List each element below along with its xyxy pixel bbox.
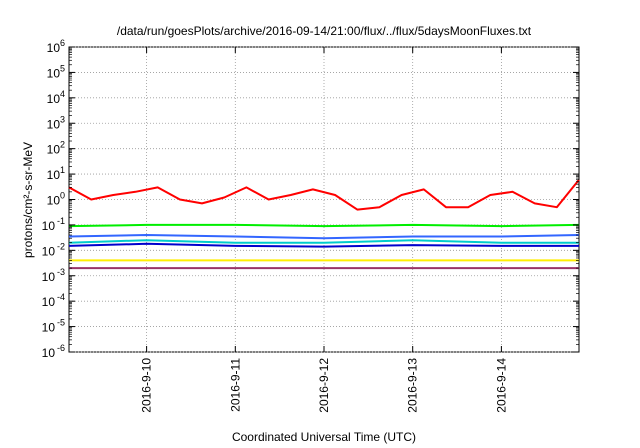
y-tick-exponent: -2: [57, 241, 65, 251]
y-tick-label: 10: [42, 270, 56, 284]
y-tick-label: 10: [47, 143, 61, 157]
y-tick-exponent: 2: [60, 140, 65, 150]
x-tick-label: 2016-9-11: [228, 358, 242, 412]
series-line-2: [68, 223, 580, 228]
series-line-3: [68, 239, 579, 244]
series-line-5: [68, 242, 579, 248]
y-tick-label: 10: [47, 117, 61, 131]
x-tick-label: 2016-9-13: [406, 358, 420, 413]
series-line-4: [68, 234, 580, 240]
y-tick-exponent: 5: [60, 63, 65, 73]
x-tick-label: 2016-9-10: [140, 358, 154, 413]
y-tick-exponent: -6: [57, 343, 65, 353]
series-line-1: [68, 179, 580, 211]
y-tick-label: 10: [47, 92, 61, 106]
y-tick-exponent: 0: [60, 191, 65, 201]
y-tick-exponent: -3: [57, 267, 65, 277]
y-tick-exponent: 3: [60, 114, 65, 124]
y-tick-label: 10: [47, 41, 61, 55]
y-tick-label: 10: [47, 194, 61, 208]
x-axis-ticks: 2016-9-10 2016-9-11 2016-9-12 2016-9-13 2016…: [140, 47, 508, 413]
y-tick-label: 10: [47, 168, 61, 182]
series-layer: [68, 179, 580, 270]
y-tick-exponent: 1: [60, 165, 65, 175]
y-tick-exponent: -5: [57, 318, 65, 328]
y-axis-label: protons/cm²-s-sr-MeV: [21, 142, 35, 258]
y-tick-exponent: -1: [57, 216, 65, 226]
y-tick-label: 10: [47, 66, 61, 80]
grid: [69, 46, 579, 353]
y-tick-label: 10: [42, 295, 56, 309]
y-tick-label: 10: [42, 321, 56, 335]
y-tick-label: 10: [42, 244, 56, 258]
y-tick-exponent: -4: [57, 292, 65, 302]
y-tick-label: 10: [42, 346, 56, 360]
chart-title: /data/run/goesPlots/archive/2016-09-14/2…: [117, 24, 532, 38]
y-tick-exponent: 4: [60, 89, 65, 99]
y-tick-label: 10: [42, 219, 56, 233]
x-tick-label: 2016-9-14: [494, 358, 508, 413]
y-tick-exponent: 6: [60, 38, 65, 48]
x-tick-label: 2016-9-12: [317, 358, 331, 413]
x-axis-label: Coordinated Universal Time (UTC): [232, 430, 416, 444]
